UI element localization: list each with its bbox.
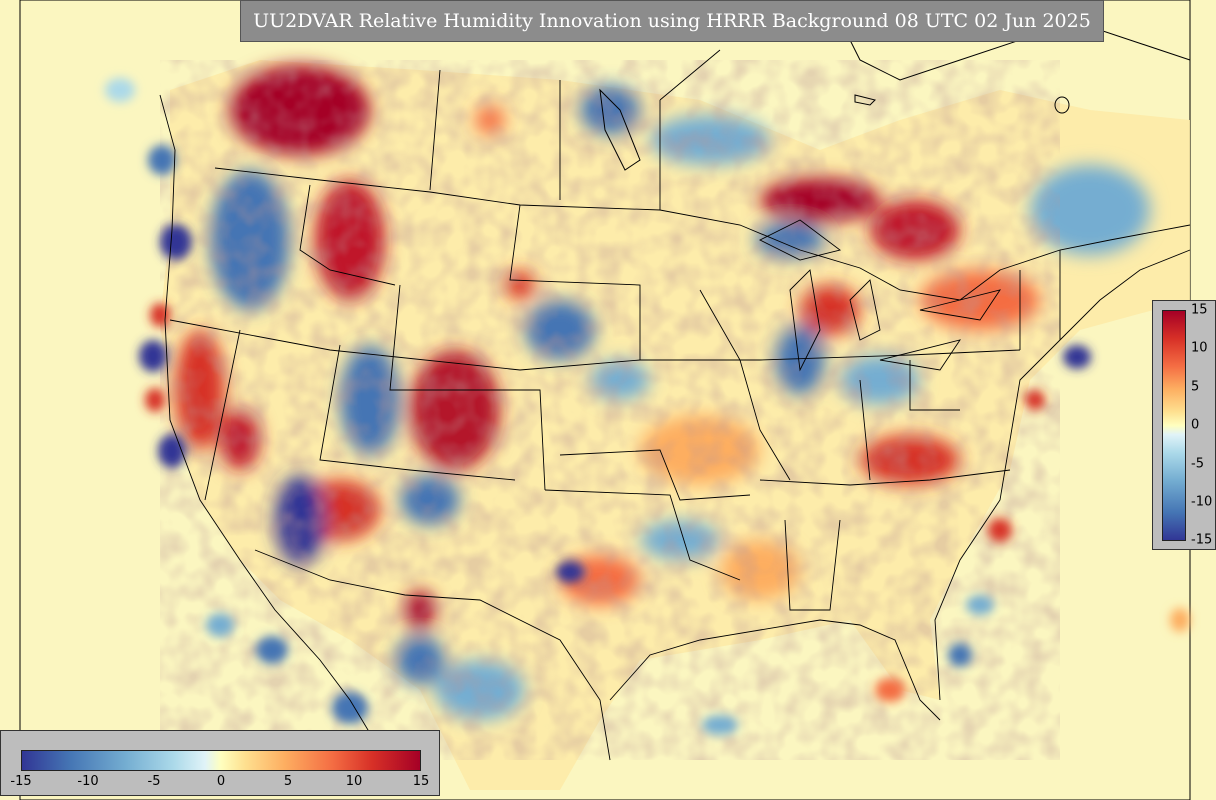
state-line — [389, 284, 546, 491]
offshore-blob — [556, 561, 584, 583]
lake-outline — [599, 88, 641, 171]
colorbar-tick-label: 15 — [412, 774, 430, 789]
colorbar-tick-label: -5 — [1191, 456, 1204, 472]
offshore-blob — [948, 643, 972, 667]
offshore-blob — [1063, 345, 1091, 369]
horizontal-colorbar-panel: -15 -10 -5 0 5 10 15 — [0, 730, 440, 796]
state-line — [859, 360, 960, 481]
state-line — [559, 449, 751, 501]
coastline — [159, 94, 381, 751]
colorbar-tick-label: 5 — [283, 774, 293, 789]
boundaries — [159, 49, 1191, 761]
colorbar-tick-label: 10 — [345, 774, 363, 789]
offshore-blob — [966, 595, 994, 615]
offshore-blob — [1025, 390, 1045, 410]
canada-border — [214, 167, 1191, 301]
lake-outline — [854, 94, 876, 106]
offshore-blob — [139, 340, 167, 372]
colorbar-tick-label: 0 — [1191, 417, 1200, 433]
offshore-blob — [150, 303, 170, 327]
vertical-colorbar-panel: 15 10 5 0 -5 -10 -15 — [1152, 300, 1216, 550]
offshore-blob — [160, 224, 192, 260]
colorbar-tick-label: -10 — [1191, 494, 1213, 510]
offshore-blob — [332, 692, 368, 724]
colorbar-tick-label: 15 — [1191, 302, 1208, 318]
offshore-blob — [148, 145, 176, 175]
atlantic-coast — [934, 249, 1191, 701]
state-line — [1019, 250, 1061, 350]
offshore-blob — [105, 78, 135, 102]
offshore-anomalies — [105, 78, 1190, 735]
offshore-blob — [1170, 608, 1190, 632]
state-line — [204, 329, 241, 501]
vertical-colorbar — [1162, 310, 1186, 541]
map-title: UU2DVAR Relative Humidity Innovation usi… — [240, 0, 1104, 42]
colorbar-tick-label: 10 — [1191, 340, 1208, 356]
horizontal-colorbar — [21, 750, 421, 771]
great-lakes — [758, 219, 1002, 372]
offshore-blob — [206, 613, 234, 637]
colorbar-tick-label: -15 — [1191, 532, 1213, 548]
state-line — [699, 289, 791, 481]
state-line — [784, 519, 841, 611]
gulf-coast — [609, 619, 941, 721]
colorbar-tick-label: 5 — [1191, 379, 1200, 395]
colorbar-tick-label: -15 — [10, 774, 32, 789]
offshore-blob — [988, 518, 1012, 542]
mexico-border — [254, 549, 611, 761]
colorbar-tick-label: 0 — [216, 774, 226, 789]
offshore-blob — [875, 678, 905, 702]
offshore-blob — [158, 434, 186, 468]
state-line — [544, 489, 741, 581]
state-line — [759, 469, 1011, 486]
offshore-blob — [145, 388, 165, 412]
state-line — [509, 204, 641, 360]
state-line — [299, 184, 396, 286]
colorbar-tick-label: -10 — [77, 774, 99, 789]
lake-outline — [1054, 96, 1070, 114]
offshore-blob — [256, 636, 288, 664]
state-line — [319, 344, 516, 481]
colorbar-tick-label: -5 — [147, 774, 161, 789]
offshore-blob — [702, 715, 738, 735]
state-line — [429, 49, 721, 210]
